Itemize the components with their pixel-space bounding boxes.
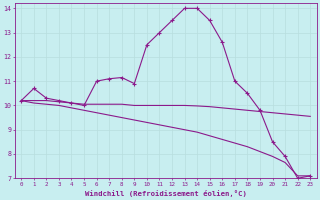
X-axis label: Windchill (Refroidissement éolien,°C): Windchill (Refroidissement éolien,°C)	[85, 190, 247, 197]
